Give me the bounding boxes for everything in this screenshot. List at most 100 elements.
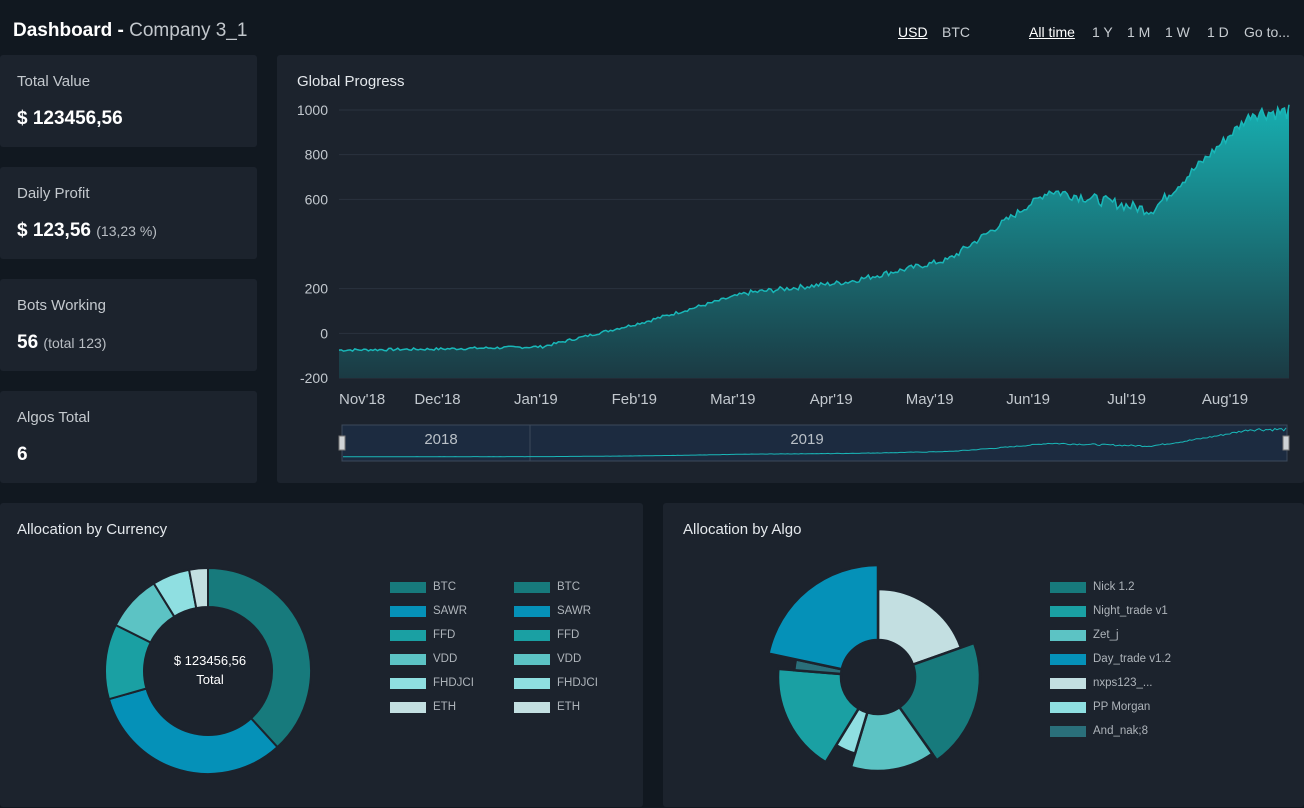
range-1m-button[interactable]: 1 M xyxy=(1127,24,1151,40)
legend-swatch xyxy=(514,678,550,689)
global-progress-chart: 1000 800 600 200 0 -200 Nov'18 Dec'18 Jan'19 Feb'… xyxy=(297,102,1290,462)
stat-label: Total Value xyxy=(17,73,91,90)
stat-value-main: $ 123,56 xyxy=(17,220,91,241)
allocation-algo-panel: Allocation by Algo Nick 1.2 Night_trade v… xyxy=(663,503,1304,807)
range-1y-button[interactable]: 1 Y xyxy=(1092,24,1113,40)
range-1d-button[interactable]: 1 D xyxy=(1207,24,1229,40)
legend-swatch xyxy=(1050,726,1086,737)
legend-label: Zet_j xyxy=(1093,629,1119,641)
legend-swatch xyxy=(514,702,550,713)
allocation-currency-panel: Allocation by Currency $ 123456,56 Total… xyxy=(0,503,643,807)
range-1w-button[interactable]: 1 W xyxy=(1165,24,1190,40)
legend-label: SAWR xyxy=(433,605,468,617)
legend-swatch xyxy=(514,630,550,641)
legend-label: FHDJCI xyxy=(557,677,598,689)
navigator-year-2019: 2019 xyxy=(790,431,823,448)
area-series-fill xyxy=(339,104,1289,379)
donut-center-caption: Total xyxy=(196,672,224,687)
stat-value-main: 6 xyxy=(17,444,28,465)
navigator-series-line xyxy=(343,427,1287,458)
navigator-right-handle[interactable] xyxy=(1282,435,1290,451)
stat-value: 6 xyxy=(17,444,28,466)
stat-value-main: $ 123456,56 xyxy=(17,108,123,129)
y-tick-label: 200 xyxy=(305,281,329,297)
stat-card-daily-profit: Daily Profit $ 123,56 (13,23 %) xyxy=(0,167,257,259)
legend-swatch xyxy=(390,702,426,713)
stat-value-main: 56 xyxy=(17,332,39,353)
stat-label: Daily Profit xyxy=(17,185,90,202)
legend-label: SAWR xyxy=(557,605,592,617)
y-tick-label: -200 xyxy=(300,370,328,386)
legend-label: VDD xyxy=(433,653,458,665)
x-tick-label: Jul'19 xyxy=(1107,391,1146,408)
legend-label: Nick 1.2 xyxy=(1093,581,1135,593)
currency-btc-button[interactable]: BTC xyxy=(942,24,970,40)
legend-label: nxps123_... xyxy=(1093,677,1153,689)
currency-usd-button[interactable]: USD xyxy=(898,24,928,40)
legend-swatch xyxy=(1050,630,1086,641)
legend-swatch xyxy=(1050,702,1086,713)
page-title: Dashboard - Company 3_1 xyxy=(13,20,247,42)
navigator-year-2018: 2018 xyxy=(424,431,457,448)
algo-slice[interactable] xyxy=(849,705,935,773)
stat-card-total-value: Total Value $ 123456,56 xyxy=(0,55,257,147)
donut-slice-btc[interactable] xyxy=(207,566,312,749)
x-tick-label: May'19 xyxy=(906,391,954,408)
algo-slice[interactable] xyxy=(766,563,880,671)
legend-swatch xyxy=(1050,654,1086,665)
company-name: Company 3_1 xyxy=(129,20,248,41)
global-progress-title: Global Progress xyxy=(297,73,405,90)
x-tick-label: Feb'19 xyxy=(612,391,657,408)
donut-center-label: $ 123456,56 Total xyxy=(140,653,280,687)
legend-swatch xyxy=(390,654,426,665)
algo-slice[interactable] xyxy=(776,667,861,764)
legend-swatch xyxy=(514,582,550,593)
legend-label: ETH xyxy=(433,701,456,713)
donut-center-value: $ 123456,56 xyxy=(173,653,247,668)
x-tick-label: Dec'18 xyxy=(414,391,460,408)
stat-label: Bots Working xyxy=(17,297,106,314)
legend-swatch xyxy=(390,678,426,689)
legend-label: BTC xyxy=(557,581,580,593)
legend-label: Night_trade v1 xyxy=(1093,605,1168,617)
legend-swatch xyxy=(1050,678,1086,689)
stat-card-bots-working: Bots Working 56 (total 123) xyxy=(0,279,257,371)
range-navigator[interactable]: 2018 2019 xyxy=(338,424,1290,462)
legend-label: VDD xyxy=(557,653,582,665)
stat-value-sub: (total 123) xyxy=(43,335,107,351)
y-tick-label: 0 xyxy=(320,325,328,341)
donut-slice-sawr[interactable] xyxy=(107,687,279,775)
range-all-time-button[interactable]: All time xyxy=(1029,24,1075,40)
donut-slice-eth[interactable] xyxy=(187,566,209,610)
algo-slice[interactable] xyxy=(897,641,982,763)
stat-label: Algos Total xyxy=(17,409,91,426)
legend-label: BTC xyxy=(433,581,456,593)
y-tick-label: 600 xyxy=(305,191,329,207)
legend-label: FHDJCI xyxy=(433,677,474,689)
legend-label: PP Morgan xyxy=(1093,701,1151,713)
legend-label: Day_trade v1.2 xyxy=(1093,653,1171,665)
allocation-currency-title: Allocation by Currency xyxy=(17,521,168,538)
navigator-left-handle[interactable] xyxy=(338,435,346,451)
y-tick-label: 800 xyxy=(305,147,329,163)
page-title-label: Dashboard - xyxy=(13,20,124,41)
x-tick-label: Mar'19 xyxy=(710,391,755,408)
stat-card-algos-total: Algos Total 6 xyxy=(0,391,257,483)
legend-swatch xyxy=(390,630,426,641)
x-tick-label: Jan'19 xyxy=(514,391,558,408)
stat-value-sub: (13,23 %) xyxy=(96,223,157,239)
legend-label: FFD xyxy=(557,629,580,641)
stat-value: $ 123456,56 xyxy=(17,108,123,130)
range-goto-button[interactable]: Go to... xyxy=(1244,24,1290,40)
x-tick-label: Jun'19 xyxy=(1006,391,1050,408)
legend-swatch xyxy=(514,654,550,665)
algo-slice[interactable] xyxy=(876,587,963,667)
legend-swatch xyxy=(1050,582,1086,593)
y-tick-label: 1000 xyxy=(297,102,328,118)
top-bar: Dashboard - Company 3_1 USD BTC All time… xyxy=(0,0,1304,56)
x-tick-label: Apr'19 xyxy=(810,391,853,408)
stat-value: 56 (total 123) xyxy=(17,332,106,354)
allocation-currency-donut xyxy=(104,566,312,775)
legend-swatch xyxy=(390,582,426,593)
x-tick-label: Aug'19 xyxy=(1202,391,1248,408)
